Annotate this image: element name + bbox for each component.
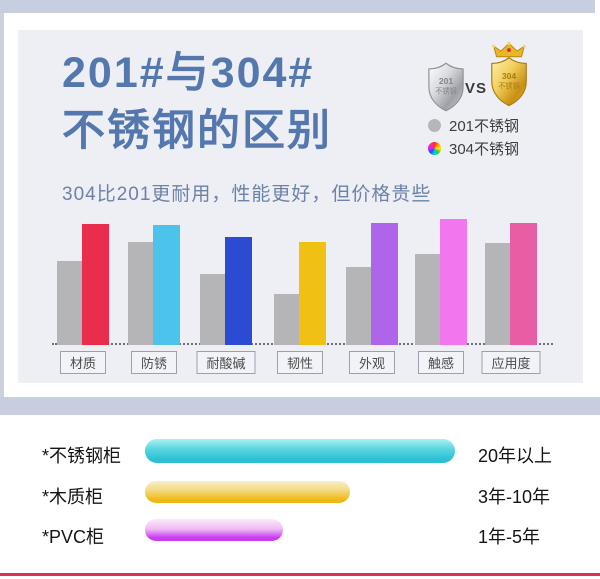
top-banner-strip bbox=[0, 0, 595, 13]
bar-304-5 bbox=[440, 219, 467, 345]
page-title-line1: 201#与304# bbox=[62, 49, 315, 97]
bar-304-2 bbox=[225, 237, 252, 345]
category-label-2: 耐酸碱 bbox=[196, 351, 256, 374]
category-label-1: 防锈 bbox=[130, 351, 178, 374]
comparison-bar-chart: 材质 防锈 耐酸碱 韧性 外观 触感 应用度 bbox=[18, 30, 583, 383]
category-label-5: 触感 bbox=[417, 351, 465, 374]
durability-value-steel: 20年以上 bbox=[478, 446, 553, 466]
legend-label-304: 304不锈钢 bbox=[449, 140, 520, 158]
bar-201-5 bbox=[415, 254, 440, 345]
category-label-4: 外观 bbox=[348, 351, 396, 374]
bar-304-3 bbox=[299, 242, 326, 345]
durability-bar-steel bbox=[145, 439, 455, 463]
bar-201-0 bbox=[57, 261, 82, 345]
page-title-line2: 不锈钢的区别 bbox=[62, 107, 332, 155]
durability-label-wood: *木质柜 bbox=[42, 487, 104, 507]
durability-bar-wood bbox=[145, 481, 350, 503]
legend-item-304: 304不锈钢 bbox=[428, 140, 520, 158]
category-label-0: 材质 bbox=[59, 351, 107, 374]
durability-value-wood: 3年-10年 bbox=[478, 487, 551, 507]
durability-label-pvc: *PVC柜 bbox=[42, 527, 105, 547]
durability-label-steel: *不锈钢柜 bbox=[42, 446, 122, 466]
legend-item-201: 201不锈钢 bbox=[428, 117, 520, 135]
legend-dot-304-icon bbox=[428, 141, 441, 155]
bar-201-6 bbox=[485, 243, 510, 345]
left-edge-strip bbox=[0, 13, 4, 397]
bar-304-6 bbox=[510, 223, 537, 345]
category-label-6: 应用度 bbox=[481, 351, 541, 374]
section-divider-band bbox=[0, 397, 600, 415]
subtitle: 304比201更耐用，性能更好，但价格贵些 bbox=[62, 184, 432, 205]
legend-dot-201-icon bbox=[428, 118, 441, 132]
bar-201-3 bbox=[274, 294, 299, 345]
bar-201-1 bbox=[128, 242, 153, 345]
bar-201-2 bbox=[200, 274, 225, 345]
bar-304-4 bbox=[371, 223, 398, 345]
comparison-card: 201#与304# 不锈钢的区别 304比201更耐用，性能更好，但价格贵些 2… bbox=[18, 30, 583, 383]
durability-bar-pvc bbox=[145, 519, 283, 541]
category-label-3: 韧性 bbox=[276, 351, 324, 374]
durability-value-pvc: 1年-5年 bbox=[478, 527, 541, 547]
legend-label-201: 201不锈钢 bbox=[449, 117, 520, 135]
bar-201-4 bbox=[346, 267, 371, 345]
bar-304-1 bbox=[153, 225, 180, 345]
vs-label: VS bbox=[465, 80, 488, 97]
bottom-accent-line bbox=[0, 573, 600, 576]
bar-304-0 bbox=[82, 224, 109, 345]
